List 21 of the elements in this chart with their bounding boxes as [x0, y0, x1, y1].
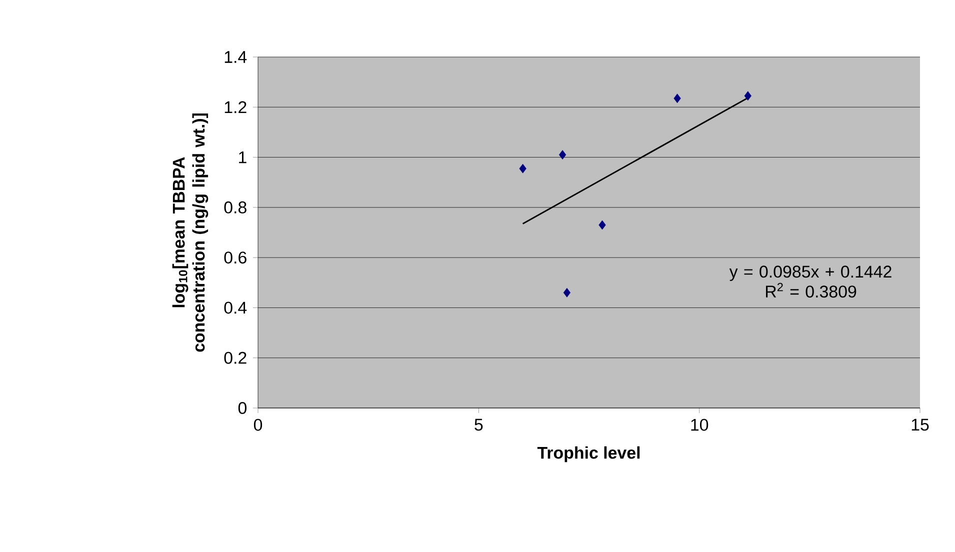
point — [563, 288, 571, 298]
point — [598, 220, 606, 230]
x-tick-label: 15 — [912, 418, 929, 431]
y-tick-label: 0.4 — [224, 302, 247, 314]
point — [744, 91, 752, 101]
x-tick-label: 0 — [254, 418, 262, 431]
point — [674, 94, 681, 104]
y-tick-label: 0 — [238, 402, 247, 414]
y-tick-label: 1 — [239, 151, 246, 164]
point — [558, 150, 566, 160]
x-tick-label: 10 — [691, 418, 708, 431]
y-tick-label: 1.4 — [224, 51, 247, 63]
annotation: R$^{2}$ = 0.3809 — [766, 282, 856, 298]
point — [519, 164, 526, 174]
y-tick-label: 0.6 — [224, 252, 246, 264]
y-tick-label: 0.2 — [224, 352, 246, 364]
annotation: y = 0.0985x + 0.1442 — [729, 266, 892, 282]
x-tick-label: 5 — [474, 418, 483, 431]
y-tick-label: 0.8 — [224, 201, 246, 214]
y-tick-label: 1.2 — [224, 101, 246, 114]
x-axis-title: Trophic level — [537, 446, 640, 462]
